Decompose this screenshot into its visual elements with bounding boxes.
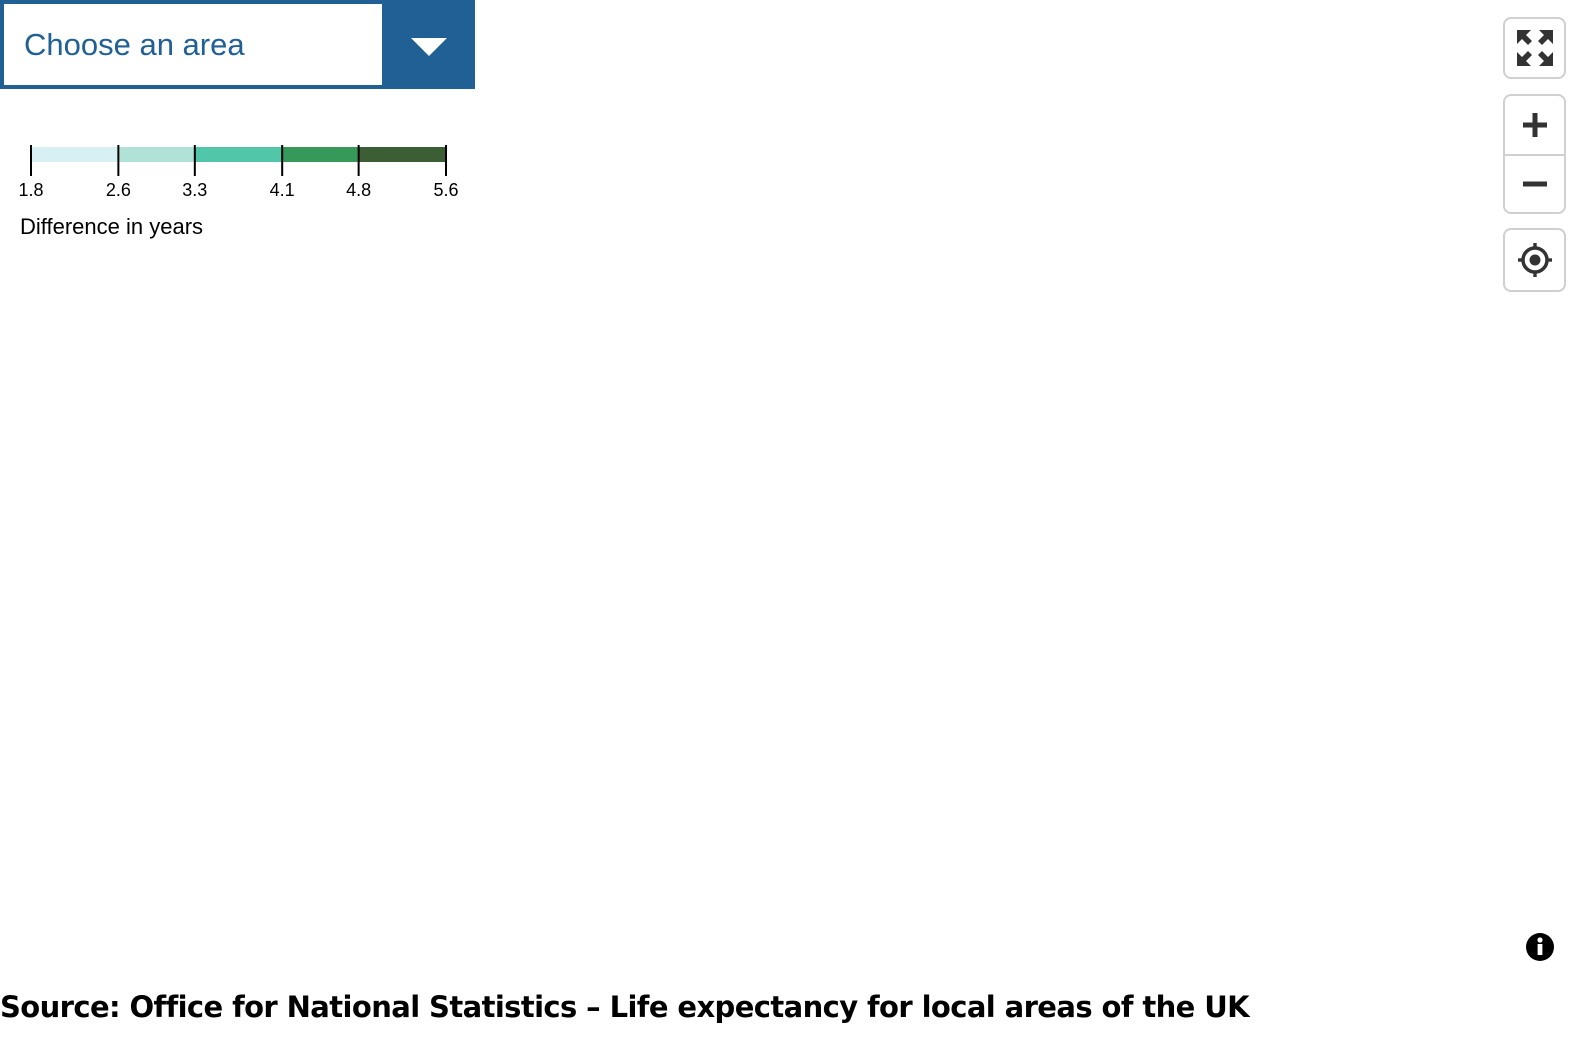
geolocate-button[interactable] xyxy=(1505,230,1564,290)
map-legend: 1.8 2.6 3.3 4.1 4.8 5.6 Difference in years xyxy=(14,140,474,250)
legend-tick-label: 3.3 xyxy=(182,180,207,200)
area-search-placeholder: Choose an area xyxy=(24,27,245,62)
legend-swatch xyxy=(358,147,446,162)
legend-tick-label: 2.6 xyxy=(106,180,131,200)
info-icon xyxy=(1526,933,1554,961)
geolocate-control[interactable] xyxy=(1503,228,1566,292)
legend-swatch xyxy=(118,147,195,162)
fullscreen-button[interactable] xyxy=(1505,19,1564,77)
zoom-control xyxy=(1503,94,1566,214)
legend-title: Difference in years xyxy=(20,214,204,239)
area-dropdown-toggle[interactable] xyxy=(382,0,475,89)
legend-swatch xyxy=(31,147,119,162)
fullscreen-control[interactable] xyxy=(1503,17,1566,79)
minus-icon xyxy=(1522,181,1547,187)
area-search-input[interactable]: Choose an area xyxy=(4,4,382,85)
geolocate-icon xyxy=(1517,243,1552,277)
legend-tick-label: 4.1 xyxy=(270,180,295,200)
legend-scale: 1.8 2.6 3.3 4.1 4.8 5.6 xyxy=(18,145,459,200)
zoom-in-button[interactable] xyxy=(1505,96,1564,154)
legend-swatch xyxy=(194,147,283,162)
plus-icon xyxy=(1522,113,1547,137)
fullscreen-icon xyxy=(1516,30,1553,66)
legend-swatch xyxy=(282,147,359,162)
chevron-down-icon xyxy=(410,37,447,56)
info-button[interactable] xyxy=(1525,932,1555,962)
zoom-out-button[interactable] xyxy=(1505,154,1564,212)
area-select[interactable]: Choose an area xyxy=(0,0,475,89)
source-note: Source: Office for National Statistics –… xyxy=(0,990,1250,1024)
legend-tick-label: 5.6 xyxy=(433,180,458,200)
legend-tick-label: 1.8 xyxy=(18,180,43,200)
legend-tick-label: 4.8 xyxy=(346,180,371,200)
